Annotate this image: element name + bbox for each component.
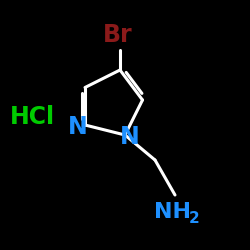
Text: NH: NH: [154, 202, 191, 222]
Text: Br: Br: [103, 23, 132, 47]
Text: N: N: [68, 116, 87, 140]
Text: N: N: [120, 126, 140, 150]
Text: 2: 2: [188, 211, 199, 226]
Text: HCl: HCl: [10, 106, 55, 130]
